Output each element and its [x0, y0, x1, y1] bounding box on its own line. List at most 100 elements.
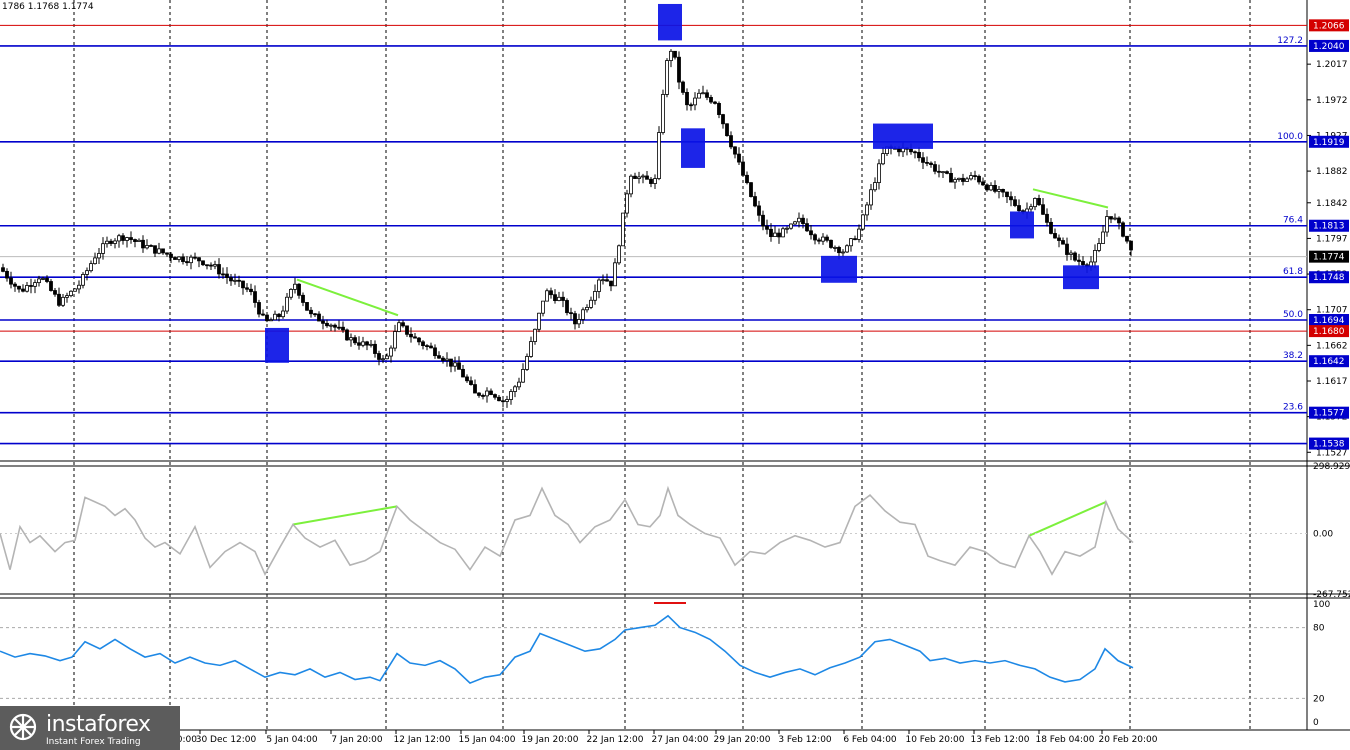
instaforex-logo-icon	[9, 713, 37, 741]
candle-body	[329, 324, 333, 327]
candle-body	[413, 336, 417, 339]
candle-body	[377, 353, 381, 360]
candle-body	[473, 384, 477, 394]
candle-body	[21, 288, 25, 292]
candle-body	[557, 296, 561, 302]
candle-body	[369, 343, 373, 346]
candle-body	[1, 267, 5, 272]
candle-body	[469, 380, 473, 385]
candle-body	[589, 299, 593, 308]
candle-body	[765, 225, 769, 230]
level-tag-label: 1.1642	[1313, 357, 1345, 367]
candle-body	[661, 94, 665, 133]
candle-body	[745, 174, 749, 184]
level-tag	[1309, 406, 1349, 419]
candle-body	[833, 247, 837, 249]
candle-body	[1073, 252, 1077, 261]
level-tag-label: 1.2066	[1313, 21, 1345, 31]
candle-body	[829, 239, 833, 248]
candle-body	[785, 227, 789, 230]
candle-body	[389, 347, 393, 357]
candle-body	[1009, 196, 1013, 201]
candle-body	[973, 175, 977, 177]
candle-body	[985, 184, 989, 191]
candle-body	[645, 175, 649, 180]
candle-body	[949, 173, 953, 183]
candle-body	[869, 189, 873, 206]
candle-body	[821, 236, 825, 242]
candle-body	[253, 291, 257, 303]
candle-body	[721, 114, 725, 125]
candle-body	[189, 256, 193, 264]
candle-body	[381, 358, 385, 361]
candle-body	[625, 193, 629, 214]
candle-body	[17, 285, 21, 290]
candle-body	[649, 178, 653, 184]
candle-body	[953, 179, 957, 183]
level-tag	[1309, 325, 1349, 338]
candle-body	[241, 280, 245, 289]
candle-body	[1037, 198, 1041, 206]
time-tick-label: 10 Feb 20:00	[905, 735, 964, 745]
stochastic-tick-label: 80	[1313, 624, 1325, 634]
candle-body	[93, 257, 97, 265]
candle-body	[569, 312, 573, 315]
candle-body	[201, 260, 205, 266]
cci-line	[0, 485, 1134, 576]
candle-body	[1117, 217, 1121, 224]
candle-body	[397, 322, 401, 332]
candle-body	[365, 341, 369, 346]
candle-body	[37, 278, 41, 284]
candle-body	[769, 228, 773, 237]
candle-body	[425, 345, 429, 348]
candle-body	[105, 240, 109, 245]
divergence-line	[296, 278, 399, 317]
cci-tick-label: 298.929	[1313, 462, 1350, 472]
candle-body	[709, 97, 713, 103]
candle-body	[517, 381, 521, 388]
candle-body	[749, 182, 753, 197]
candle-body	[373, 343, 377, 354]
price-tick-label: 1.1707	[1316, 306, 1348, 316]
time-tick-label: 22 Jan 12:00	[587, 735, 644, 745]
candle-body	[505, 399, 509, 402]
candle-body	[237, 279, 241, 282]
candle-body	[45, 278, 49, 282]
candle-body	[401, 322, 405, 327]
fib-ratio-label: 100.0	[1277, 132, 1303, 142]
candle-body	[169, 253, 173, 258]
candle-body	[909, 148, 913, 153]
candle-body	[309, 309, 313, 315]
candle-body	[585, 307, 589, 311]
level-tag-label: 1.1813	[1313, 222, 1345, 232]
candle-body	[265, 314, 269, 322]
candle-body	[805, 223, 809, 232]
price-pane: 1.20171.19721.19271.18821.18421.17971.17…	[0, 0, 1350, 731]
candle-body	[65, 295, 69, 298]
stochastic-tick-label: 100	[1313, 600, 1330, 610]
candle-body	[641, 175, 645, 178]
level-tag-label: 1.1538	[1313, 440, 1345, 450]
candle-body	[757, 205, 761, 216]
candle-body	[493, 394, 497, 398]
price-tick-label: 1.1797	[1316, 234, 1348, 244]
price-tick-label: 1.1842	[1316, 199, 1348, 209]
candle-body	[1109, 216, 1113, 220]
candle-body	[337, 326, 341, 329]
candle-body	[841, 251, 845, 254]
candle-body	[385, 355, 389, 360]
level-tag-label: 1.1748	[1313, 273, 1345, 283]
level-tag	[1309, 135, 1349, 148]
fib-ratio-label: 61.8	[1283, 267, 1303, 277]
candle-body	[61, 296, 65, 306]
ohlc-readout: 1786 1.1768 1.1774	[2, 2, 94, 12]
level-tag-label: 1.1694	[1313, 316, 1345, 326]
price-tick-label: 1.2017	[1316, 60, 1348, 70]
candle-body	[421, 341, 425, 347]
candle-body	[837, 247, 841, 254]
candle-body	[33, 282, 37, 287]
candle-body	[133, 239, 137, 242]
candle-body	[137, 239, 141, 242]
level-tag-label: 1.1680	[1313, 327, 1345, 337]
candle-body	[245, 287, 249, 290]
